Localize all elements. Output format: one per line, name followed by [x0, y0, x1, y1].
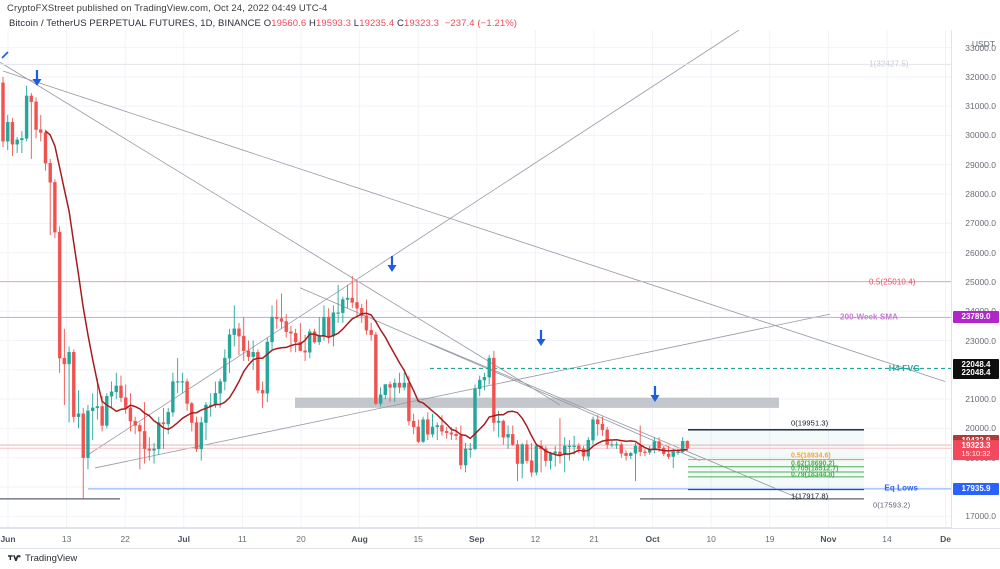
pane-bottom-border: [0, 527, 951, 528]
time-tick-14: 14: [882, 534, 892, 544]
down-arrow-icon[interactable]: [536, 330, 546, 346]
badge-value: 22048.4: [961, 359, 991, 369]
high-value: 19593.3: [316, 18, 352, 29]
price-tick-24000-0: 24000.0: [965, 306, 996, 316]
badge-value: 22048.4: [961, 367, 991, 377]
eq-lows-label: Eq Lows: [884, 483, 918, 493]
fib2-062-label: 0.62(18690.2): [791, 460, 835, 468]
change-value: −237.4 (−1.21%): [444, 18, 518, 29]
price-tick-17000-0: 17000.0: [965, 511, 996, 522]
low-value: 19235.4: [359, 18, 395, 29]
fib2-0705-label: 0.705(18512.7): [791, 465, 839, 473]
chart-canvas[interactable]: [0, 30, 951, 528]
open-label: O: [263, 18, 272, 29]
price-tick-26000-0: 26000.0: [965, 247, 996, 258]
time-tick-11: 11: [237, 534, 247, 544]
time-scale[interactable]: Jun 13 22 Jul 11 20 Aug 15 Sep 12 21 Oct 10 19 Nov 14 De: [0, 528, 1000, 548]
fib-top-label: 1(32427.5): [869, 59, 909, 69]
down-arrow-icon[interactable]: [650, 386, 660, 402]
sma-200w-badge[interactable]: 23789.0: [953, 311, 999, 324]
time-tick-20: 20: [296, 534, 306, 544]
signal-arrows[interactable]: [32, 70, 660, 402]
currency-label: USDT: [971, 39, 995, 49]
down-arrow-icon[interactable]: [387, 256, 397, 272]
footer-bar: TradingView: [0, 548, 1000, 569]
time-tick-nov: Nov: [820, 534, 837, 544]
sma-200w-label: 200-Week SMA: [840, 312, 898, 322]
fib3-0-label: 0(17593.2): [873, 500, 911, 510]
time-tick-21: 21: [589, 534, 599, 544]
badge-value: 19323.3: [961, 441, 991, 451]
price-tick-32000-0: 32000.0: [965, 71, 996, 82]
time-tick-12: 12: [530, 534, 541, 544]
last-price-badge[interactable]: 19323.3 15:10:32: [953, 440, 999, 460]
chart-legend[interactable]: Bitcoin / TetherUS PERPETUAL FUTURES, 1D…: [9, 18, 517, 29]
tradingview-mark-icon: [8, 555, 21, 562]
tradingview-logo[interactable]: TradingView: [8, 553, 77, 564]
fib-half-label: 0.5(25010.4): [869, 277, 916, 287]
price-tick-21000-0: 21000.0: [965, 394, 996, 405]
high-label: H: [309, 18, 316, 29]
fib2-1-label: 1(17917.8): [791, 491, 829, 501]
symbol-label[interactable]: Bitcoin / TetherUS PERPETUAL FUTURES, 1D…: [9, 18, 261, 29]
price-tick-23000-0: 23000.0: [965, 335, 996, 346]
price-tick-25000-0: 25000.0: [965, 276, 996, 287]
badge-countdown: 15:10:32: [961, 449, 991, 459]
badge-value: 23789.0: [961, 312, 991, 322]
candlestick-series[interactable]: [1, 76, 690, 499]
price-tick-27000-0: 27000.0: [965, 218, 996, 229]
price-scale[interactable]: USDT 33000.0 32000.0 31000.0 30000.0 29000.0…: [951, 30, 1000, 528]
tradingview-brand-label: TradingView: [25, 553, 78, 564]
time-tick-jun: Jun: [0, 534, 16, 544]
fib2-079-label: 0.79(18344.8): [791, 471, 835, 479]
fib-retracement-box: [688, 429, 864, 490]
price-tick-31000-0: 31000.0: [965, 101, 996, 112]
time-tick-10: 10: [706, 534, 716, 544]
price-tick-30000-0: 30000.0: [965, 130, 996, 141]
close-label: C: [396, 18, 404, 29]
time-tick-oct: Oct: [645, 534, 660, 544]
badge-value: 17935.9: [961, 483, 991, 493]
price-tick-33000-0: 33000.0: [965, 42, 996, 53]
close-value: 19323.3: [403, 18, 439, 29]
price-tick-29000-0: 29000.0: [965, 159, 996, 170]
time-tick-aug: Aug: [351, 534, 368, 544]
drawing-handle-icon[interactable]: [1, 51, 9, 59]
eq-lows-badge[interactable]: 17935.9: [953, 482, 999, 495]
time-tick-19: 19: [765, 534, 775, 544]
chart-pane[interactable]: [0, 30, 951, 528]
low-label: L: [353, 18, 360, 29]
h4-fvg-badge-lower[interactable]: 22048.4: [953, 366, 999, 379]
down-arrow-icon[interactable]: [32, 70, 42, 86]
time-tick-sep: Sep: [469, 534, 485, 544]
time-tick-de: De: [940, 534, 952, 544]
h4-fvg-label: H4 FVG: [888, 363, 920, 374]
time-tick-22: 22: [120, 534, 130, 544]
fib2-0-label: 0(19951.3): [791, 418, 829, 428]
price-tick-20000-0: 20000.0: [965, 423, 996, 434]
price-tick-28000-0: 28000.0: [965, 189, 996, 200]
open-value: 19560.6: [271, 18, 307, 29]
time-tick-13: 13: [61, 534, 72, 544]
fib2-05-label: 0.5(18934.6): [791, 452, 831, 460]
attribution-text: CryptoFXStreet published on TradingView.…: [7, 3, 328, 14]
time-tick-jul: Jul: [177, 534, 190, 544]
supply-zone-rect: [295, 397, 779, 408]
moving-average-line[interactable]: [45, 130, 688, 457]
time-tick-15: 15: [413, 534, 423, 544]
